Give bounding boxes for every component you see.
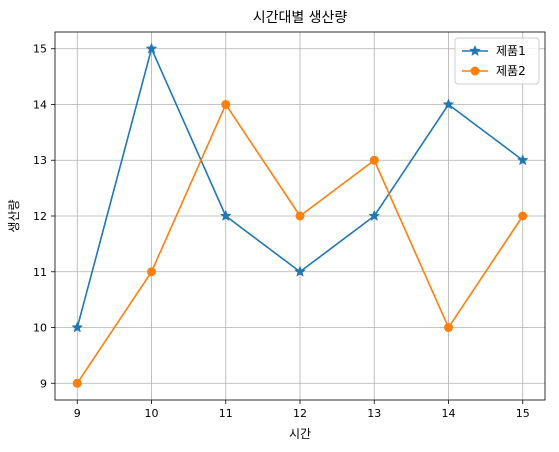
data-point (219, 209, 232, 221)
data-point (442, 98, 455, 110)
series-2 (72, 99, 528, 388)
data-point (145, 42, 158, 54)
data-point (516, 154, 529, 166)
y-axis-label: 생산량 (7, 199, 21, 232)
x-tick-label: 14 (441, 407, 455, 420)
legend-label: 제품2 (496, 64, 526, 78)
data-point (221, 99, 231, 109)
data-point (72, 378, 82, 388)
x-axis: 9 10 11 12 13 14 15 (74, 400, 530, 420)
x-tick-label: 11 (219, 407, 233, 420)
legend-item: 제품2 (462, 64, 526, 78)
y-tick-label: 12 (33, 210, 47, 223)
x-tick-label: 12 (293, 407, 307, 420)
chart-title: 시간대별 생산량 (253, 10, 348, 26)
y-tick-label: 13 (33, 154, 47, 167)
series-1 (71, 42, 529, 333)
star-marker-icon (469, 44, 481, 56)
data-point (443, 323, 453, 333)
x-tick-label: 9 (74, 407, 81, 420)
circle-marker-icon (470, 66, 480, 76)
y-tick-label: 14 (33, 98, 47, 111)
data-point (295, 211, 305, 221)
y-tick-label: 15 (33, 43, 47, 56)
data-point (369, 155, 379, 165)
legend-item: 제품1 (462, 44, 526, 58)
y-tick-label: 9 (40, 377, 47, 390)
data-point (71, 321, 84, 333)
x-tick-label: 15 (516, 407, 530, 420)
x-tick-label: 13 (367, 407, 381, 420)
data-point (294, 265, 306, 277)
series-layer (71, 42, 529, 388)
x-axis-label: 시간 (289, 427, 311, 441)
y-tick-label: 11 (33, 266, 47, 279)
data-point (368, 209, 381, 221)
y-axis: 9 10 11 12 13 14 15 (33, 43, 55, 390)
data-point (518, 211, 528, 221)
y-tick-label: 10 (33, 322, 47, 335)
data-point (147, 267, 157, 277)
legend-label: 제품1 (496, 44, 526, 58)
x-tick-label: 10 (145, 407, 159, 420)
